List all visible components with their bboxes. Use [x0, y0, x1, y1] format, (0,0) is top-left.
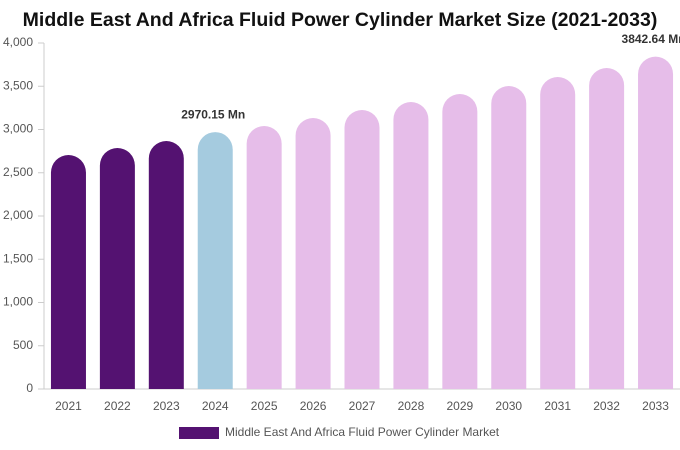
- bar: [442, 94, 478, 389]
- x-tick-label: 2023: [153, 399, 180, 413]
- x-tick-label: 2033: [642, 399, 669, 413]
- y-tick-label: 0: [26, 381, 33, 395]
- bar: [393, 101, 429, 390]
- y-tick-label: 3,500: [3, 78, 33, 92]
- bar: [99, 148, 135, 389]
- y-tick-label: 3,000: [3, 122, 33, 136]
- bar: [148, 141, 184, 389]
- bar: [491, 85, 527, 389]
- bar: [589, 67, 625, 389]
- chart-title: Middle East And Africa Fluid Power Cylin…: [23, 9, 658, 31]
- x-tick-label: 2022: [104, 399, 131, 413]
- y-tick-label: 1,000: [3, 295, 33, 309]
- x-tick-label: 2031: [544, 399, 571, 413]
- value-label: 3842.64 Mn: [622, 32, 680, 46]
- y-tick-label: 2,500: [3, 165, 33, 179]
- value-label: 2970.15 Mn: [181, 107, 245, 121]
- x-tick-label: 2024: [202, 399, 229, 413]
- bar: [50, 155, 86, 389]
- y-tick-label: 1,500: [3, 251, 33, 265]
- x-tick-label: 2025: [251, 399, 278, 413]
- y-tick-label: 4,000: [3, 35, 33, 49]
- bar: [246, 126, 282, 389]
- y-tick-label: 2,000: [3, 208, 33, 222]
- bar: [540, 76, 576, 389]
- legend-label: Middle East And Africa Fluid Power Cylin…: [225, 425, 500, 439]
- y-tick-label: 500: [13, 338, 33, 352]
- bar: [344, 110, 380, 389]
- bar: [197, 132, 233, 389]
- x-tick-label: 2030: [495, 399, 522, 413]
- x-tick-label: 2032: [593, 399, 620, 413]
- x-tick-label: 2026: [300, 399, 327, 413]
- x-tick-label: 2027: [349, 399, 376, 413]
- legend-swatch: [179, 427, 219, 439]
- x-tick-label: 2029: [446, 399, 473, 413]
- bar: [295, 117, 331, 390]
- x-tick-label: 2021: [55, 399, 82, 413]
- x-tick-label: 2028: [398, 399, 425, 413]
- bar: [638, 56, 674, 390]
